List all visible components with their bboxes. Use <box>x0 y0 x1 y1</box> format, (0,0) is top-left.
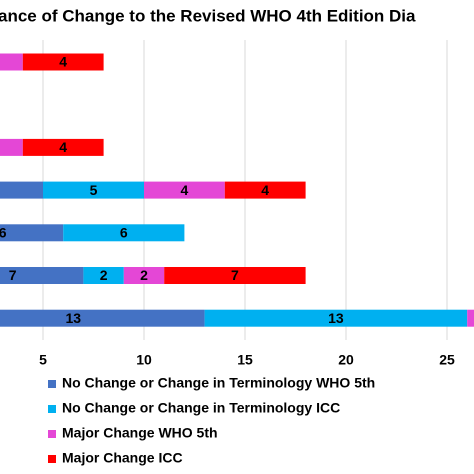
bar-label: 13 <box>66 310 82 326</box>
bar-segment <box>0 138 23 156</box>
legend-label: No Change or Change in Terminology ICC <box>62 400 340 416</box>
bar-segment <box>83 267 124 284</box>
legend-label: Major Change WHO 5th <box>62 425 218 441</box>
legend-swatch <box>48 380 56 388</box>
x-tick-label: 5 <box>39 352 47 368</box>
bar-segment <box>0 224 64 242</box>
x-tick-label: 25 <box>439 352 455 368</box>
bar-label: 2 <box>100 267 108 283</box>
bar-segment <box>204 309 468 327</box>
bar-label: 6 <box>0 225 7 241</box>
bar-segment <box>467 309 474 327</box>
bar-segment <box>164 267 306 284</box>
bar-segment <box>0 181 43 199</box>
bar-label: 4 <box>59 139 67 155</box>
bar-label: 4 <box>261 182 269 198</box>
x-tick-label: 10 <box>136 352 152 368</box>
bar-segment <box>22 53 104 71</box>
legend-swatch <box>48 455 56 463</box>
bar-label: 4 <box>59 54 67 70</box>
bar-label: 13 <box>328 310 344 326</box>
bar-label: 7 <box>231 267 239 283</box>
bar-label: 5 <box>90 182 98 198</box>
bar-segment <box>63 224 185 242</box>
legend-swatch <box>48 405 56 413</box>
x-tick-label: 15 <box>237 352 253 368</box>
legend-label: No Change or Change in Terminology WHO 5… <box>62 375 375 391</box>
bar-segment <box>123 267 165 284</box>
bar-segment <box>224 181 306 199</box>
bar-segment <box>0 309 205 327</box>
bar-segment <box>43 181 144 199</box>
bar-label: 4 <box>181 182 189 198</box>
chart-title: ance of Change to the Revised WHO 4th Ed… <box>0 6 416 25</box>
bar-segment <box>144 181 225 199</box>
bar-segment <box>0 53 23 71</box>
bar-label: 2 <box>140 267 148 283</box>
bar-segment <box>22 138 104 156</box>
bar-label: 6 <box>120 225 128 241</box>
bar-label: 7 <box>9 267 17 283</box>
bar-segment <box>0 267 84 284</box>
x-tick-label: 20 <box>338 352 354 368</box>
legend-swatch <box>48 430 56 438</box>
legend-label: Major Change ICC <box>62 450 183 466</box>
